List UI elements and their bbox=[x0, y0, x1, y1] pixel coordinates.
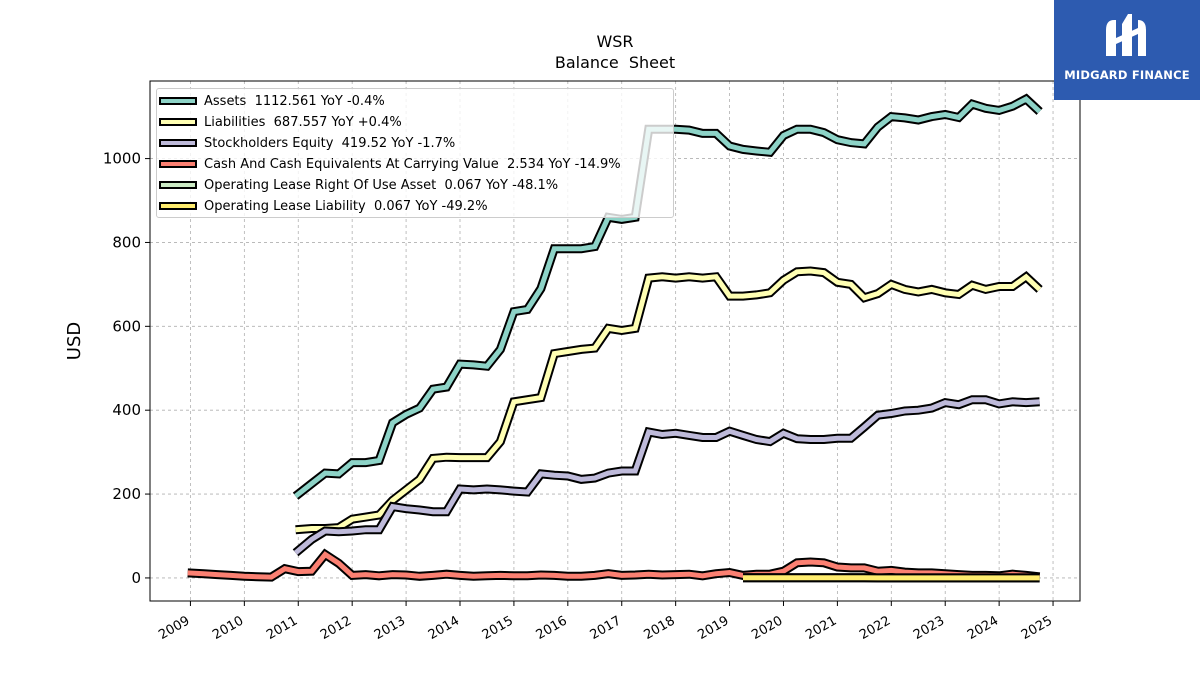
legend-item-assets: Assets 1112.561 YoY -0.4% bbox=[159, 91, 385, 111]
legend-label-assets: Assets 1112.561 YoY -0.4% bbox=[204, 93, 385, 109]
x-tick-label: 2025 bbox=[1019, 613, 1055, 643]
series-stroke bbox=[187, 551, 1040, 580]
x-tick-label: 2019 bbox=[695, 613, 731, 643]
y-tick-label: 0 bbox=[131, 569, 141, 587]
legend-item-cash: Cash And Cash Equivalents At Carrying Va… bbox=[159, 154, 621, 174]
series-line-3 bbox=[187, 548, 1041, 582]
legend-swatch-assets bbox=[159, 97, 197, 105]
x-tick-label: 2023 bbox=[911, 613, 947, 643]
legend-label-lease-asset: Operating Lease Right Of Use Asset 0.067… bbox=[204, 177, 559, 193]
series-line-1 bbox=[295, 266, 1043, 535]
y-tick-label: 1000 bbox=[103, 150, 141, 168]
chart-title: WSR bbox=[596, 32, 633, 51]
legend-item-lease-liability: Operating Lease Liability 0.067 YoY -49.… bbox=[159, 196, 488, 216]
legend-swatch-lease-asset bbox=[159, 181, 197, 189]
series-stroke bbox=[295, 268, 1042, 533]
legend-label-liabilities: Liabilities 687.557 YoY +0.4% bbox=[204, 114, 402, 130]
x-tick-label: 2018 bbox=[641, 613, 677, 643]
x-tick-label: 2013 bbox=[372, 613, 408, 643]
x-tick-label: 2012 bbox=[318, 613, 354, 643]
x-tick-label: 2016 bbox=[534, 613, 570, 643]
x-tick-label: 2011 bbox=[264, 613, 300, 643]
y-tick-label: 800 bbox=[112, 233, 141, 251]
y-tick-label: 600 bbox=[112, 317, 141, 335]
y-axis: 0 200 400 600 800 1000 bbox=[103, 150, 150, 587]
x-axis: 2009 2010 2011 2012 2013 2014 2015 2016 2017 2018… bbox=[156, 601, 1055, 643]
x-tick-label: 2024 bbox=[965, 613, 1001, 643]
x-tick-label: 2014 bbox=[426, 613, 462, 643]
x-tick-label: 2020 bbox=[749, 613, 785, 643]
legend-swatch-lease-liability bbox=[159, 202, 197, 210]
midgard-monogram-icon bbox=[1106, 14, 1146, 56]
chart-subtitle: Balance Sheet bbox=[555, 53, 675, 72]
legend-item-equity: Stockholders Equity 419.52 YoY -1.7% bbox=[159, 133, 455, 153]
y-tick-label: 400 bbox=[112, 401, 141, 419]
x-tick-label: 2017 bbox=[588, 613, 624, 643]
legend-label-equity: Stockholders Equity 419.52 YoY -1.7% bbox=[204, 135, 456, 151]
legend: Assets 1112.561 YoY -0.4% Liabilities 68… bbox=[156, 88, 674, 218]
legend-swatch-equity bbox=[159, 139, 197, 147]
legend-item-liabilities: Liabilities 687.557 YoY +0.4% bbox=[159, 112, 402, 132]
legend-swatch-liabilities bbox=[159, 118, 197, 126]
x-tick-label: 2010 bbox=[210, 613, 246, 643]
series-line-2 bbox=[292, 395, 1040, 557]
plot-frame bbox=[149, 80, 1081, 602]
series-stroke bbox=[294, 397, 1040, 555]
x-tick-label: 2022 bbox=[857, 613, 893, 643]
legend-swatch-cash bbox=[159, 160, 197, 168]
x-tick-label: 2021 bbox=[803, 613, 839, 643]
midgard-finance-logo: MIDGARD FINANCE bbox=[1054, 0, 1200, 100]
legend-label-lease-liability: Operating Lease Liability 0.067 YoY -49.… bbox=[204, 198, 488, 214]
y-tick-label: 200 bbox=[112, 485, 141, 503]
series-outline bbox=[292, 395, 1040, 557]
legend-item-lease-asset: Operating Lease Right Of Use Asset 0.067… bbox=[159, 175, 558, 195]
x-tick-label: 2015 bbox=[480, 613, 516, 643]
y-axis-label: USD bbox=[64, 322, 85, 360]
legend-label-cash: Cash And Cash Equivalents At Carrying Va… bbox=[204, 156, 621, 172]
logo-text: MIDGARD FINANCE bbox=[1064, 68, 1190, 82]
x-tick-label: 2009 bbox=[156, 613, 192, 643]
